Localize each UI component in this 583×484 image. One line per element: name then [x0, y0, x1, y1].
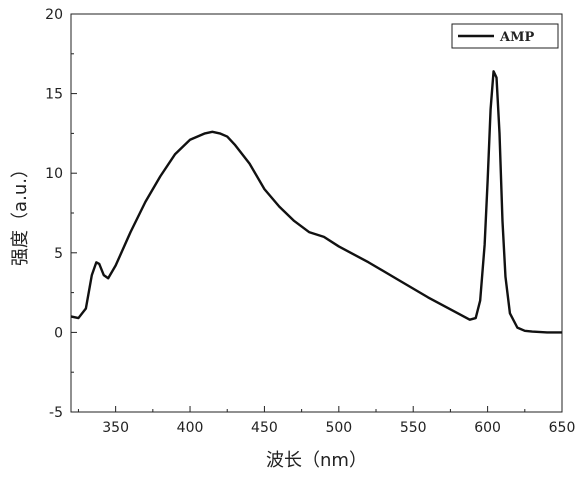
y-tick-label: 15: [45, 87, 63, 103]
x-axis-title: 波长（nm）: [266, 450, 367, 471]
axis-ticks: 350 400 450 500 550 600 650 -5 0 5 10 15 20: [45, 7, 575, 436]
x-tick-label: 650: [549, 420, 576, 436]
y-tick-label: 5: [54, 246, 63, 262]
x-tick-label: 450: [251, 420, 278, 436]
y-tick-label: 0: [54, 325, 63, 341]
x-tick-label: 600: [474, 420, 501, 436]
x-tick-label: 400: [177, 420, 204, 436]
y-tick-label: 10: [45, 166, 63, 182]
x-tick-label: 500: [325, 420, 352, 436]
y-tick-label: 20: [45, 7, 63, 23]
x-tick-label: 550: [400, 420, 427, 436]
legend: AMP: [451, 23, 559, 49]
series-line-amp: [71, 70, 562, 334]
plot-frame: [70, 13, 563, 413]
y-tick-label: -5: [49, 405, 63, 421]
y-axis-title: 强度（a.u.）: [10, 160, 31, 266]
legend-label-amp: AMP: [499, 30, 534, 45]
x-tick-label: 350: [102, 420, 129, 436]
